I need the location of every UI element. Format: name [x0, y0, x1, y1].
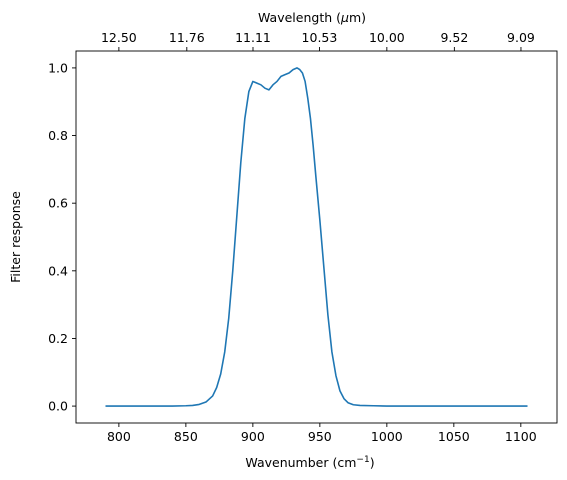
y-tick-label: 0.6	[48, 196, 68, 211]
filter-response-line	[105, 67, 528, 407]
top-x-axis: 12.50 11.76 11.11 10.53 10.00 9.52 9.09	[101, 30, 535, 51]
top-x-tick-label: 11.76	[169, 30, 205, 45]
y-tick-label: 0.2	[48, 331, 68, 346]
x-tick-label: 1000	[371, 429, 403, 444]
y-tick-label: 0.4	[48, 263, 68, 278]
bottom-x-axis: 800 850 900 950 1000 1050 1100	[107, 423, 537, 444]
top-x-tick-label: 10.00	[369, 30, 405, 45]
x-axis-label: Wavenumber (cm−1)	[245, 455, 374, 470]
y-tick-label: 0.0	[48, 399, 68, 414]
x-tick-label: 1100	[505, 429, 537, 444]
plot-frame	[75, 50, 558, 424]
top-x-tick-label: 11.11	[235, 30, 271, 45]
x-tick-label: 850	[174, 429, 198, 444]
y-axis: 0.0 0.2 0.4 0.6 0.8 1.0	[48, 60, 76, 414]
top-x-tick-label: 9.09	[507, 30, 535, 45]
x-tick-label: 800	[107, 429, 131, 444]
top-x-tick-label: 9.52	[440, 30, 468, 45]
x-tick-label: 1050	[438, 429, 470, 444]
top-x-tick-label: 10.53	[302, 30, 338, 45]
x-tick-label: 950	[308, 429, 332, 444]
y-axis-label: Filter response	[8, 191, 23, 283]
top-x-axis-label: Wavelength (μm)	[258, 10, 366, 25]
y-tick-label: 0.8	[48, 128, 68, 143]
top-x-tick-label: 12.50	[101, 30, 137, 45]
x-tick-label: 900	[241, 429, 265, 444]
y-tick-label: 1.0	[48, 60, 68, 75]
